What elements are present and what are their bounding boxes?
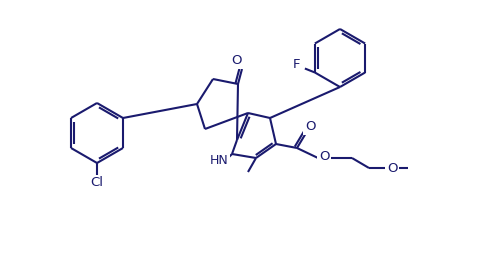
Text: O: O (305, 121, 315, 134)
Text: O: O (319, 150, 329, 163)
Text: F: F (293, 58, 301, 71)
Text: O: O (232, 54, 242, 68)
Text: Cl: Cl (90, 176, 104, 190)
Text: HN: HN (210, 155, 228, 168)
Text: O: O (387, 161, 397, 174)
